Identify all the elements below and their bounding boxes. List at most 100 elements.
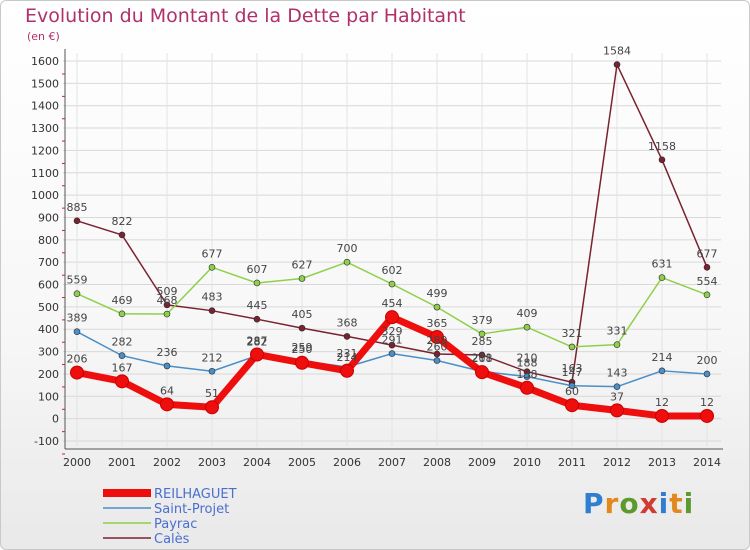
data-label: 631 (652, 258, 673, 271)
y-tick-label: 100 (38, 390, 59, 403)
data-point (73, 328, 81, 335)
data-label: 143 (607, 367, 628, 380)
data-point (613, 61, 621, 68)
data-point (655, 408, 669, 423)
data-point (658, 274, 666, 281)
data-label: 291 (382, 334, 403, 347)
data-point (385, 310, 399, 325)
data-point (343, 333, 351, 340)
y-tick-label: 1300 (31, 122, 59, 135)
x-tick-label: 2000 (63, 456, 91, 469)
y-tick-label: 1500 (31, 77, 59, 90)
data-point (523, 373, 531, 380)
y-tick-label: 500 (38, 301, 59, 314)
data-label: 138 (517, 368, 538, 381)
data-point (118, 352, 126, 359)
data-label: 289 (427, 334, 448, 347)
data-label: 559 (67, 274, 88, 287)
data-point (703, 370, 711, 378)
data-point (568, 382, 576, 390)
data-label: 214 (652, 351, 673, 364)
data-point (388, 350, 396, 357)
data-point (433, 350, 441, 358)
data-label: 700 (337, 242, 358, 255)
data-label: 1584 (603, 45, 631, 58)
y-tick-label: 200 (38, 368, 59, 381)
data-label: 167 (112, 361, 133, 374)
data-label: 607 (247, 263, 268, 276)
data-point (433, 357, 441, 364)
data-label: 365 (427, 317, 448, 330)
data-label: 329 (382, 325, 403, 338)
data-label: 389 (67, 312, 88, 325)
data-point (343, 258, 351, 266)
logo-letter: r (604, 487, 620, 520)
data-point (610, 403, 624, 418)
proxiti-logo: Proxiti (583, 487, 694, 520)
data-point (298, 275, 306, 282)
data-label: 208 (472, 352, 493, 365)
logo-letter: x (639, 487, 659, 520)
data-point (298, 324, 306, 332)
logo-letter: o (619, 487, 640, 520)
data-label: 12 (655, 396, 669, 409)
x-tick-label: 2002 (153, 456, 181, 469)
data-label: 214 (337, 351, 358, 364)
data-label: 368 (337, 316, 358, 329)
data-point (430, 330, 444, 345)
x-tick-label: 2013 (648, 456, 676, 469)
data-point (475, 365, 489, 380)
data-point (613, 341, 621, 348)
x-tick-label: 2012 (603, 456, 631, 469)
data-point (163, 362, 171, 370)
data-label: 64 (160, 384, 174, 397)
data-point (433, 303, 441, 311)
data-point (253, 279, 261, 287)
y-tick-label: 1000 (31, 189, 59, 202)
data-point (160, 397, 174, 412)
data-label: 677 (202, 247, 223, 260)
data-point (163, 301, 171, 309)
y-tick-label: 1200 (31, 144, 59, 157)
x-tick-label: 2001 (108, 456, 136, 469)
data-label: 627 (292, 258, 313, 271)
legend-label: Saint-Projet (154, 502, 229, 517)
data-label: 602 (382, 264, 403, 277)
data-label: 282 (112, 336, 133, 349)
data-label: 231 (337, 347, 358, 360)
data-label: 822 (112, 215, 133, 228)
y-tick-label: 1100 (31, 167, 59, 180)
x-tick-label: 2011 (558, 456, 586, 469)
data-point (568, 343, 576, 351)
x-tick-label: 2003 (198, 456, 226, 469)
data-label: 60 (565, 385, 579, 398)
data-point (478, 330, 486, 338)
data-point (340, 363, 354, 378)
data-point (208, 307, 216, 314)
data-point (73, 217, 81, 225)
data-label: 677 (697, 247, 718, 260)
data-labels: 885 822 509 483 445 405 368 329 289 285 210 163 1584… (67, 45, 718, 409)
data-label: 509 (157, 285, 178, 298)
y-tick-label: 0 (52, 413, 59, 426)
data-label: 147 (562, 366, 583, 379)
data-point (118, 231, 126, 239)
x-tick-label: 2010 (513, 456, 541, 469)
chart-unit-label: (en €) (27, 30, 60, 43)
y-tick-label: 400 (38, 323, 59, 336)
x-tick-label: 2014 (693, 456, 721, 469)
y-tick-label: 1400 (31, 100, 59, 113)
data-point (388, 341, 396, 349)
data-point (703, 264, 711, 271)
data-point (250, 347, 264, 362)
data-label: 287 (247, 334, 268, 347)
logo-letter: i (683, 487, 695, 520)
data-label: 260 (427, 341, 448, 354)
series-lines (70, 61, 714, 423)
data-label: 454 (382, 297, 403, 310)
data-point (205, 400, 219, 415)
data-label: 212 (202, 351, 223, 364)
data-point (523, 323, 531, 331)
